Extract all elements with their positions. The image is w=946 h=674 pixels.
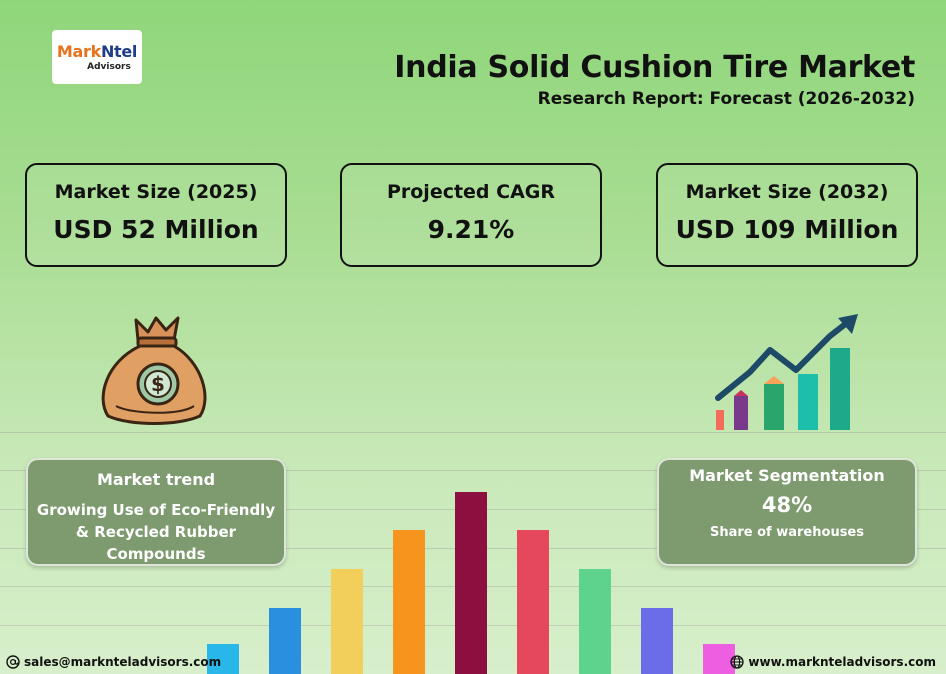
svg-text:$: $ [151, 372, 165, 396]
decorative-bar [641, 608, 673, 674]
logo-subtext: Advisors [87, 62, 131, 72]
stat-label: Projected CAGR [386, 181, 556, 203]
stat-label: Market Size (2032) [685, 181, 889, 203]
stat-value: USD 109 Million [675, 215, 899, 244]
stat-card-projected-cagr: Projected CAGR 9.21% [340, 163, 602, 267]
decorative-bar [455, 492, 487, 674]
segmentation-heading: Market Segmentation [689, 466, 885, 485]
company-logo: MarkNtel Advisors [52, 30, 142, 84]
gridline [0, 432, 946, 433]
decorative-bar [331, 569, 363, 674]
market-segmentation-card: Market Segmentation 48% Share of warehou… [657, 458, 917, 566]
market-trend-card: Market trend Growing Use of Eco-Friendly… [26, 458, 286, 566]
stat-card-market-size-2032: Market Size (2032) USD 109 Million [656, 163, 918, 267]
globe-icon [730, 655, 745, 669]
footer-email-text[interactable]: sales@marknteladvisors.com [24, 655, 222, 669]
page-title: India Solid Cushion Tire Market [394, 50, 915, 85]
decorative-bar [517, 530, 549, 674]
stat-value: USD 52 Million [53, 215, 259, 244]
footer-website-text[interactable]: www.marknteladvisors.com [748, 655, 936, 669]
trend-heading: Market trend [96, 470, 216, 489]
trend-text: Growing Use of Eco-Friendly & Recycled R… [36, 501, 276, 563]
decorative-bar [207, 644, 239, 674]
gridline [0, 470, 946, 471]
segmentation-subtext: Share of warehouses [709, 525, 864, 540]
growth-chart-icon [715, 314, 858, 430]
decorative-bar [269, 608, 301, 674]
stat-value: 9.21% [427, 215, 515, 244]
segmentation-value: 48% [761, 493, 813, 517]
decorative-bar [393, 530, 425, 674]
stat-label: Market Size (2025) [54, 181, 258, 203]
email-icon [6, 655, 20, 669]
decorative-bar [703, 644, 735, 674]
stat-card-market-size-2025: Market Size (2025) USD 52 Million [25, 163, 287, 267]
decorative-bar [579, 569, 611, 674]
footer-website[interactable]: www.marknteladvisors.com [730, 655, 936, 669]
logo-ntel-text: Ntel [100, 42, 138, 61]
page-subtitle: Research Report: Forecast (2026-2032) [537, 89, 915, 109]
logo-wordmark: MarkNtel [56, 42, 138, 61]
footer-email[interactable]: sales@marknteladvisors.com [6, 655, 221, 669]
money-bag-icon: $ [101, 316, 207, 425]
logo-mark-text: Mark [56, 42, 101, 61]
